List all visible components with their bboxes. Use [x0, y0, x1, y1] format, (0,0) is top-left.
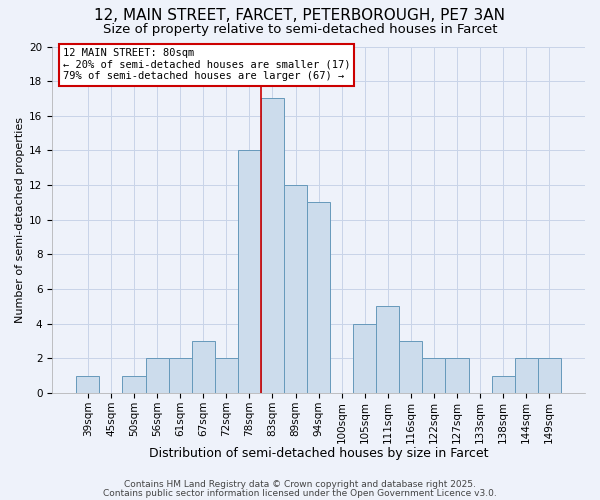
Text: 12, MAIN STREET, FARCET, PETERBOROUGH, PE7 3AN: 12, MAIN STREET, FARCET, PETERBOROUGH, P… [95, 8, 505, 22]
Bar [376, 306, 400, 393]
X-axis label: Distribution of semi-detached houses by size in Farcet: Distribution of semi-detached houses by … [149, 447, 488, 460]
Bar [146, 358, 169, 393]
Bar [76, 376, 100, 393]
Bar [307, 202, 330, 393]
Y-axis label: Number of semi-detached properties: Number of semi-detached properties [15, 117, 25, 323]
Text: 12 MAIN STREET: 80sqm
← 20% of semi-detached houses are smaller (17)
79% of semi: 12 MAIN STREET: 80sqm ← 20% of semi-deta… [63, 48, 350, 82]
Bar [353, 324, 376, 393]
Bar [122, 376, 146, 393]
Bar [445, 358, 469, 393]
Bar [169, 358, 191, 393]
Bar [284, 185, 307, 393]
Bar [422, 358, 445, 393]
Text: Contains HM Land Registry data © Crown copyright and database right 2025.: Contains HM Land Registry data © Crown c… [124, 480, 476, 489]
Bar [261, 98, 284, 393]
Bar [238, 150, 261, 393]
Bar [400, 341, 422, 393]
Bar [515, 358, 538, 393]
Bar [538, 358, 561, 393]
Bar [491, 376, 515, 393]
Text: Size of property relative to semi-detached houses in Farcet: Size of property relative to semi-detach… [103, 22, 497, 36]
Bar [191, 341, 215, 393]
Bar [215, 358, 238, 393]
Text: Contains public sector information licensed under the Open Government Licence v3: Contains public sector information licen… [103, 488, 497, 498]
